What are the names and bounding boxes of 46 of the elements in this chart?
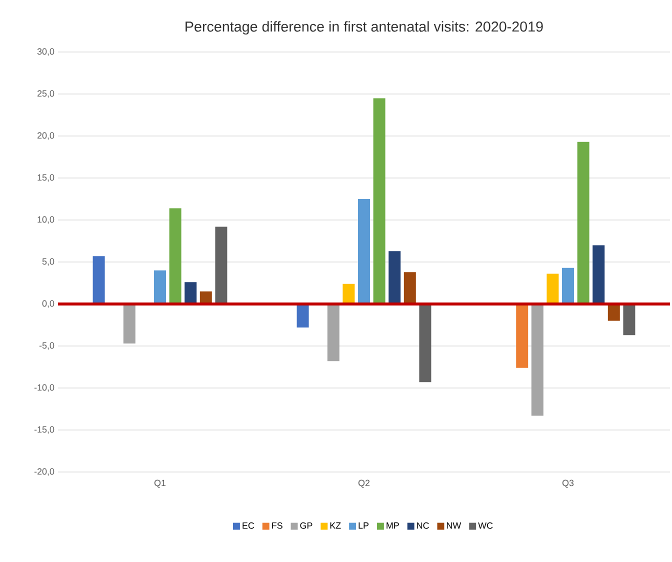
bar — [388, 251, 401, 304]
chart-title: Percentage difference in first antenatal visits: 2020-2019 — [186, 21, 543, 35]
bar — [592, 245, 605, 304]
y-tick-label: 10,0 — [38, 216, 54, 224]
y-tick-label: 5,0 — [42, 258, 54, 266]
bar — [562, 268, 574, 304]
bar — [358, 199, 370, 304]
y-tick-label: 15,0 — [38, 174, 54, 182]
bar — [531, 304, 544, 416]
bar — [342, 284, 355, 304]
y-tick-label: 25,0 — [37, 90, 54, 98]
x-tick-label: Q1 — [154, 480, 166, 488]
bar — [327, 304, 340, 362]
legend-label: MP — [386, 522, 399, 529]
bar — [373, 98, 386, 304]
x-tick-label: Q3 — [562, 480, 574, 488]
bar — [92, 256, 105, 304]
bar — [546, 274, 559, 304]
legend-label: GP — [300, 522, 312, 529]
bar — [169, 208, 182, 304]
bar — [608, 304, 620, 321]
y-tick-label: -20,0 — [34, 468, 54, 476]
y-tick-label: 30,0 — [37, 48, 54, 56]
y-tick-label: -5,0 — [39, 342, 54, 350]
bar — [154, 270, 166, 304]
y-tick-label: -10,0 — [34, 384, 54, 392]
x-tick-label: Q2 — [358, 480, 370, 488]
legend-label: FS — [272, 522, 282, 529]
y-tick-label: 20,0 — [37, 132, 54, 140]
bar — [623, 304, 636, 336]
legend-label: NC — [417, 522, 429, 529]
bar — [296, 304, 309, 328]
bar — [215, 226, 228, 304]
legend-label: NW — [446, 522, 462, 529]
bar — [516, 304, 528, 368]
bar — [404, 272, 416, 304]
legend-label: WC — [478, 522, 493, 529]
bar — [577, 142, 590, 304]
bar — [123, 304, 136, 344]
legend-label: KZ — [330, 522, 341, 529]
legend-label: LP — [358, 522, 369, 529]
legend-label: EC — [242, 522, 254, 529]
bar — [419, 304, 432, 382]
y-tick-label: -15,0 — [34, 426, 54, 434]
y-tick-label: 0,0 — [42, 300, 54, 308]
bar — [184, 282, 197, 304]
